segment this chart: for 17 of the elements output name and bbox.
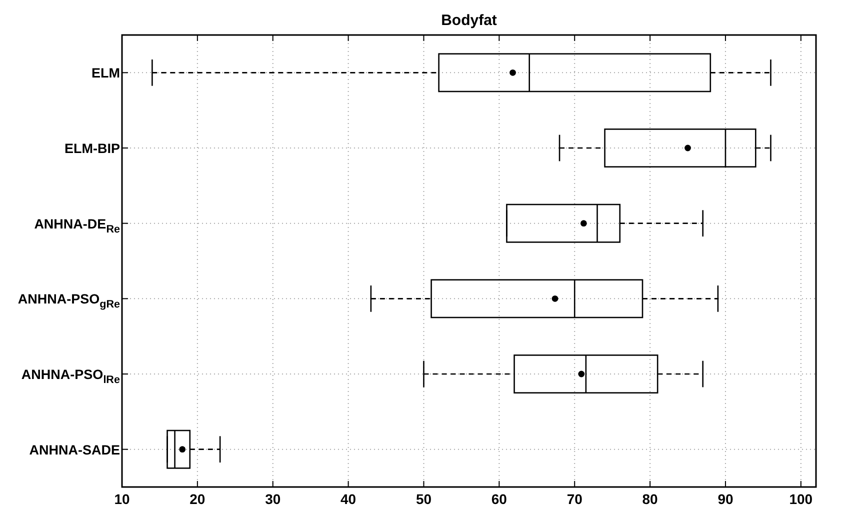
y-tick-label: ANHNA-SADE	[29, 442, 120, 458]
y-tick-label: ELM	[92, 66, 120, 81]
y-tick-label: ANHNA-PSO$_{gRe}$	[18, 292, 120, 311]
y-tick-label: ANHNA-PSO$_{lRe}$	[21, 367, 120, 386]
x-tick-label: 60	[491, 491, 508, 507]
chart-title: Bodyfat	[441, 12, 497, 29]
x-tick-label: 80	[642, 491, 658, 507]
x-tick-label: 100	[789, 491, 813, 507]
x-tick-label: 40	[340, 491, 356, 507]
y-tick-label: ANHNA-DE$_{Re}$	[34, 216, 120, 236]
y-tick-label: ELM-BIP	[64, 141, 120, 156]
x-tick-label: 50	[416, 491, 432, 507]
x-tick-label: 20	[190, 491, 206, 507]
x-tick-label: 10	[114, 491, 130, 507]
x-tick-label: 70	[566, 491, 583, 507]
x-tick-label: 30	[265, 491, 281, 507]
x-tick-label: 90	[718, 491, 734, 507]
